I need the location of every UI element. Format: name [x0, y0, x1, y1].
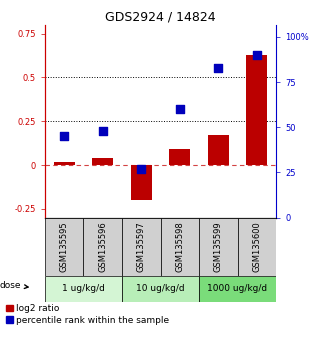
Bar	[54, 161, 75, 165]
Text: 10 ug/kg/d: 10 ug/kg/d	[136, 284, 185, 293]
Bar	[92, 158, 113, 165]
Text: GSM135595: GSM135595	[60, 222, 69, 272]
Bar	[83, 218, 122, 276]
Text: 1000 ug/kg/d: 1000 ug/kg/d	[207, 284, 268, 293]
Point	[254, 52, 259, 58]
Bar	[122, 276, 199, 302]
Text: dose: dose	[0, 281, 28, 290]
Bar	[238, 218, 276, 276]
Text: GSM135597: GSM135597	[137, 222, 146, 272]
Bar	[160, 218, 199, 276]
Bar	[122, 218, 160, 276]
Text: GSM135599: GSM135599	[214, 222, 223, 272]
Point	[100, 128, 105, 134]
Bar	[199, 218, 238, 276]
Point	[139, 166, 144, 172]
Bar	[208, 135, 229, 165]
Bar	[131, 165, 152, 200]
Point	[216, 65, 221, 70]
Bar	[169, 149, 190, 165]
Text: GSM135600: GSM135600	[252, 222, 261, 272]
Point	[177, 106, 182, 112]
Text: GSM135598: GSM135598	[175, 222, 184, 272]
Point	[62, 133, 67, 139]
Title: GDS2924 / 14824: GDS2924 / 14824	[105, 11, 216, 24]
Text: 1 ug/kg/d: 1 ug/kg/d	[62, 284, 105, 293]
Bar	[45, 276, 122, 302]
Legend: log2 ratio, percentile rank within the sample: log2 ratio, percentile rank within the s…	[6, 304, 169, 325]
Bar	[246, 55, 267, 165]
Bar	[45, 218, 83, 276]
Text: GSM135596: GSM135596	[98, 222, 107, 272]
Bar	[199, 276, 276, 302]
